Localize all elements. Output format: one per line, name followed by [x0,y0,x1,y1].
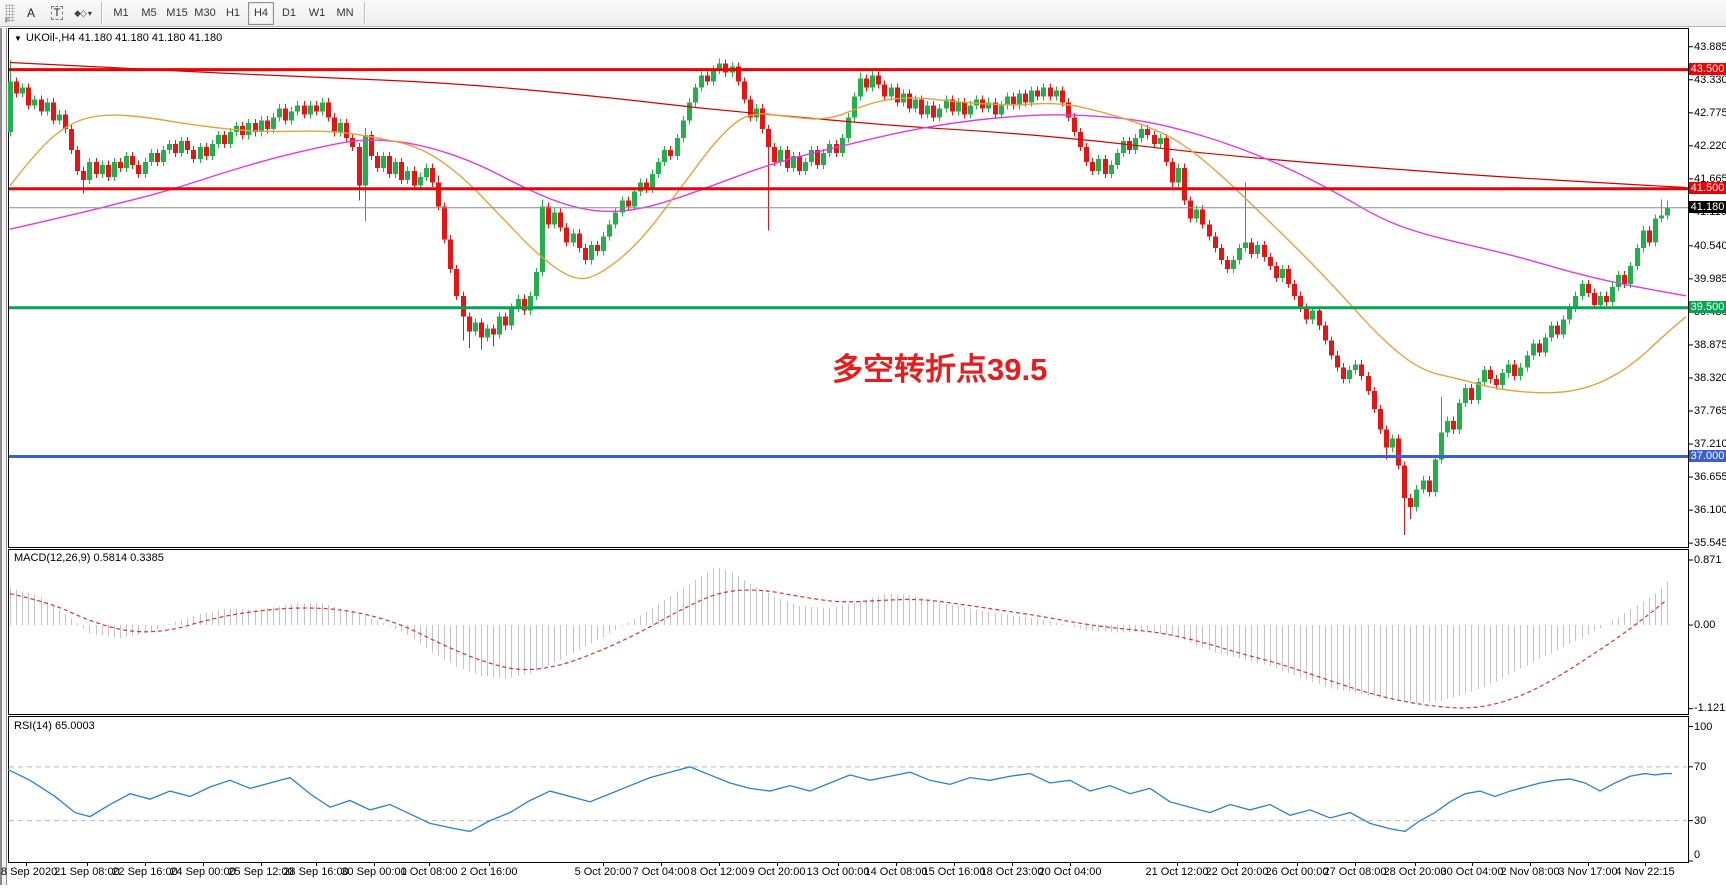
price-tick-label: 36.100 [1694,504,1726,517]
rsi-tick-label: 0 [1694,849,1701,861]
time-axis-label: 5 Oct 20:00 [574,866,632,878]
price-tick-label: 38.320 [1694,371,1726,384]
chart-annotation-text: 多空转折点39.5 [832,352,1048,387]
window-left-edge [0,28,7,885]
timeframe-button-m15[interactable]: M15 [166,7,188,19]
collapse-triangle-icon[interactable]: ▼ [14,34,22,43]
time-axis-label: 26 Oct 00:00 [1265,866,1329,878]
time-axis-label: 22 Oct 20:00 [1205,866,1269,878]
rsi-line[interactable] [7,766,1672,833]
timeframe-button-m5[interactable]: M5 [141,7,157,19]
macd-panel-border [8,549,1689,715]
time-axis-label: 25 Sep 12:00 [228,866,294,878]
ma-slow-red[interactable] [9,61,1687,189]
time-axis-label: 15 Oct 16:00 [922,866,986,878]
timeframe-button-m30[interactable]: M30 [194,7,216,19]
macd-indicator-label: MACD(12,26,9) 0.5814 0.3385 [14,552,164,564]
price-level-label: 41.500 [1689,181,1726,194]
price-tick-label: 36.655 [1694,471,1726,484]
macd-tick-label: -1.1215 [1694,702,1726,714]
time-axis-label: 28 Oct 20:00 [1383,866,1447,878]
time-axis-label: 24 Sep 00:00 [170,866,236,878]
price-tick-label: 39.985 [1694,272,1726,285]
timeframe-button-w1[interactable]: W1 [308,7,326,19]
price-tick-label: 40.540 [1694,239,1726,252]
ma-fast-orange[interactable] [9,97,1687,394]
price-tick-label: 37.210 [1694,438,1726,451]
price-level-label: 43.500 [1689,62,1726,75]
time-axis-label: 8 Oct 12:00 [690,866,748,878]
time-axis-label: 20 Oct 04:00 [1038,866,1102,878]
price-tick-label: 43.885 [1694,40,1726,53]
time-axis-label: 14 Oct 08:00 [864,866,928,878]
text-box-icon: T [50,6,64,20]
time-axis-label: 13 Oct 00:00 [806,866,870,878]
toolbar-separator [101,2,102,24]
timeframe-button-h1[interactable]: H1 [225,7,241,19]
price-tick-label: 38.875 [1694,338,1726,351]
time-axis-label: 2 Nov 08:00 [1500,866,1560,878]
text-box-tool-button[interactable]: T [45,2,69,25]
macd-tick-label: 0.00 [1694,619,1716,631]
ma-mid-magenta[interactable] [9,114,1687,297]
chevron-down-icon: ▾ [87,8,92,18]
time-axis-label: 2 Oct 16:00 [460,866,518,878]
timeframe-button-d1[interactable]: D1 [281,7,297,19]
time-axis-label: 18 Sep 2020 [0,866,58,878]
time-axis-label: 18 Oct 23:00 [980,866,1044,878]
time-axis-label: 4 Nov 22:15 [1615,866,1675,878]
price-level-label: 41.180 [1689,200,1726,213]
toolbar: F A T ◆◇ ▾ M1 M5 M15 M30 H1 H4 D1 W1 MN [0,0,1726,27]
rsi-panel-border [8,716,1689,863]
rsi-indicator-label: RSI(14) 65.0003 [14,720,95,732]
toolbar-separator [364,2,365,24]
rsi-tick-label: 70 [1694,760,1707,773]
timeframe-button-mn[interactable]: MN [336,7,354,19]
macd-signal-line[interactable] [9,589,1668,709]
rsi-tick-label: 100 [1694,720,1713,733]
macd-tick-label: 0.871 [1694,554,1722,567]
toolbar-grip-icon[interactable]: F [5,4,15,25]
chart-title-text: UKOil-,H4 41.180 41.180 41.180 41.180 [25,32,223,44]
price-tick-label: 37.765 [1694,405,1726,417]
shapes-icon: ◆◇ [74,7,87,18]
time-axis-label: 22 Sep 16:00 [112,866,178,878]
price-level-label: 37.000 [1689,449,1726,462]
candlesticks-layer[interactable] [8,58,1670,536]
time-axis-label: 30 Sep 00:00 [341,866,407,878]
rsi-tick-label: 30 [1694,814,1707,827]
timeframe-button-h4[interactable]: H4 [248,1,274,25]
price-tick-label: 42.775 [1694,106,1726,119]
time-axis-label: 30 Oct 04:00 [1440,866,1504,878]
shapes-tool-button[interactable]: ◆◇ ▾ [71,2,95,25]
time-axis-label: 7 Oct 04:00 [632,866,690,878]
text-a-tool-button[interactable]: A [26,6,35,20]
timeframe-button-m1[interactable]: M1 [113,7,129,19]
time-axis-label: 28 Sep 16:00 [283,866,349,878]
time-axis-label: 21 Sep 08:00 [54,866,120,878]
time-axis-label: 1 Oct 08:00 [400,866,458,878]
chart-title: ▼ UKOil-,H4 41.180 41.180 41.180 41.180 [14,32,222,44]
time-axis-label: 27 Oct 08:00 [1323,866,1387,878]
time-axis-label: 9 Oct 20:00 [748,866,806,878]
price-tick-label: 42.220 [1694,139,1726,152]
time-axis-label: 21 Oct 12:00 [1145,866,1209,878]
timeframe-button-group: M1 M5 M15 M30 H1 H4 D1 W1 MN [107,1,359,25]
macd-histogram-layer[interactable] [10,567,1668,704]
price-tick-label: 43.330 [1694,73,1726,86]
price-tick-label: 35.545 [1694,537,1726,550]
price-level-label: 39.500 [1689,300,1726,313]
time-axis-label: 3 Nov 17:00 [1558,866,1618,878]
